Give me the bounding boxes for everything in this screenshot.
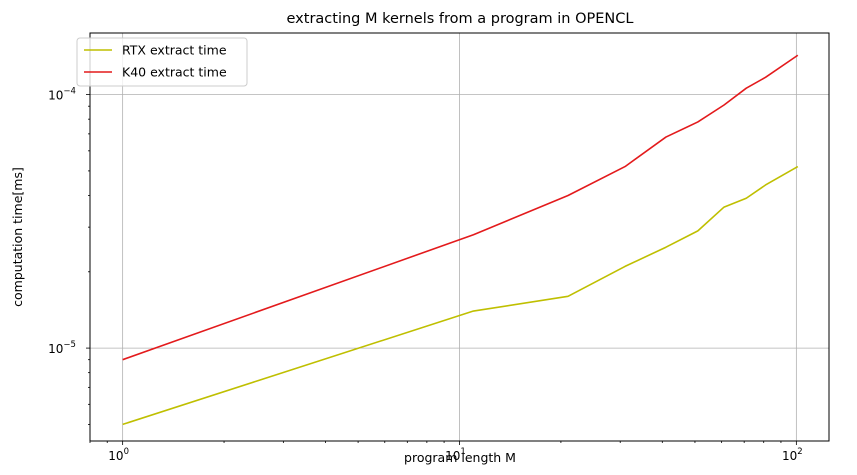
legend: RTX extract time K40 extract time	[76, 37, 248, 87]
y-tick-label: 10−5	[48, 340, 76, 356]
x-tick-label: 101	[445, 447, 466, 463]
axis-ticks: 100 101 102 10−5 10−4	[48, 87, 803, 463]
x-axis-label: program length M	[404, 450, 516, 465]
chart-title: extracting M kernels from a program in O…	[287, 11, 634, 27]
series-lines	[122, 54, 799, 426]
series-line-1	[122, 54, 799, 361]
legend-box	[76, 37, 248, 87]
x-tick-label: 100	[108, 447, 129, 463]
x-tick-label: 102	[782, 447, 803, 463]
y-tick-label: 10−4	[48, 87, 76, 103]
series-line-0	[122, 165, 799, 426]
legend-label-0: RTX extract time	[122, 43, 227, 58]
grid	[90, 33, 829, 441]
legend-label-1: K40 extract time	[122, 65, 227, 80]
y-axis-label: computation time[ms]	[10, 167, 25, 307]
